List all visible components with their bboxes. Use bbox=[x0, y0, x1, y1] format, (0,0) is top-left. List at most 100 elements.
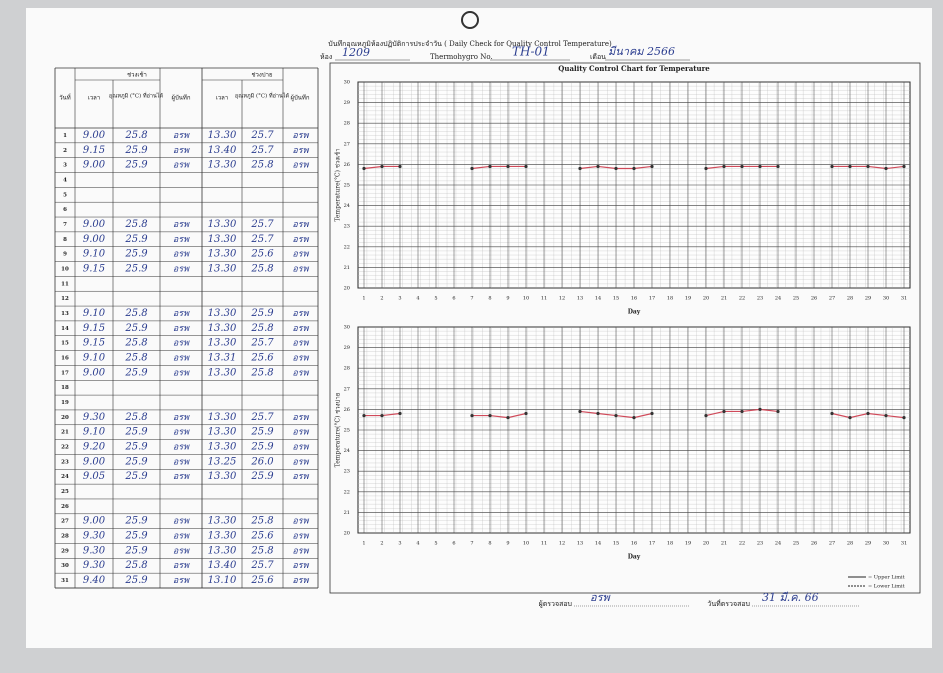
day-number: 4 bbox=[63, 177, 67, 183]
day-number: 12 bbox=[61, 296, 69, 302]
entry: 9.30 bbox=[83, 545, 106, 556]
x-tick-label: 26 bbox=[811, 541, 817, 547]
recorder-header: ผู้บันทึก bbox=[171, 95, 190, 102]
x-tick-label: 19 bbox=[685, 296, 691, 302]
x-tick-label: 6 bbox=[452, 541, 455, 547]
thermo-label: Thermohygro No. bbox=[430, 53, 493, 61]
x-tick-label: 22 bbox=[739, 541, 745, 547]
entry: 13.30 bbox=[208, 412, 237, 423]
signature: อรพ bbox=[173, 220, 190, 230]
entry: 25.9 bbox=[124, 427, 148, 438]
entry: 25.9 bbox=[124, 575, 148, 586]
entry: 9.10 bbox=[83, 353, 106, 364]
y-tick-label: 20 bbox=[344, 286, 350, 292]
x-tick-label: 2 bbox=[380, 541, 383, 547]
day-number: 15 bbox=[61, 341, 69, 347]
entry: 26.0 bbox=[250, 456, 274, 467]
signature: อรพ bbox=[292, 532, 309, 542]
signature: อรพ bbox=[173, 368, 190, 378]
entry: 25.8 bbox=[250, 323, 273, 334]
day-number: 23 bbox=[61, 459, 69, 465]
entry: 25.8 bbox=[250, 545, 273, 556]
checker-label: ผู้ตรวจสอบ bbox=[539, 600, 572, 608]
entry: 25.9 bbox=[250, 427, 274, 438]
temperature-point bbox=[650, 412, 653, 415]
entry: 25.8 bbox=[250, 160, 273, 171]
entry: 9.00 bbox=[83, 234, 106, 245]
x-tick-label: 21 bbox=[721, 296, 727, 302]
x-tick-label: 31 bbox=[901, 296, 907, 302]
y-tick-label: 26 bbox=[344, 162, 350, 168]
x-tick-label: 22 bbox=[739, 296, 745, 302]
chart-title: Quality Control Chart for Temperature bbox=[558, 64, 710, 73]
time-header: เวลา bbox=[216, 95, 228, 102]
y-tick-label: 20 bbox=[344, 531, 350, 537]
y-tick-label: 26 bbox=[344, 407, 350, 413]
entry: 9.00 bbox=[83, 160, 106, 171]
entry: 13.30 bbox=[208, 263, 237, 274]
temp-header: อุณหภูมิ (°C) ที่อ่านได้ bbox=[109, 92, 164, 100]
signature: อรพ bbox=[173, 517, 190, 527]
entry: 25.9 bbox=[250, 442, 274, 453]
temperature-point bbox=[578, 167, 581, 170]
entry: 9.00 bbox=[83, 516, 106, 527]
temperature-point bbox=[902, 416, 905, 419]
day-number: 5 bbox=[63, 192, 67, 198]
x-tick-label: 16 bbox=[631, 296, 637, 302]
x-tick-label: 3 bbox=[398, 541, 401, 547]
temperature-point bbox=[776, 165, 779, 168]
entry: 25.7 bbox=[250, 145, 274, 156]
temperature-point bbox=[758, 408, 761, 411]
entry: 25.7 bbox=[250, 412, 274, 423]
temperature-point bbox=[830, 165, 833, 168]
signature: อรพ bbox=[292, 561, 309, 571]
x-tick-label: 11 bbox=[541, 296, 547, 302]
x-tick-label: 28 bbox=[847, 296, 853, 302]
y-tick-label: 24 bbox=[344, 448, 350, 454]
entry: 25.7 bbox=[250, 219, 274, 230]
x-tick-label: 29 bbox=[865, 296, 871, 302]
date-label: วันที่ตรวจสอบ bbox=[707, 599, 750, 608]
x-tick-label: 13 bbox=[577, 541, 583, 547]
temperature-point bbox=[596, 412, 599, 415]
entry: 13.30 bbox=[208, 249, 237, 260]
document: บันทึกอุณหภูมิห้องปฏิบัติการประจำวัน ( D… bbox=[0, 0, 943, 673]
x-axis-label: Day bbox=[628, 309, 641, 316]
signature: อรพ bbox=[173, 457, 190, 467]
y-tick-label: 25 bbox=[344, 428, 350, 434]
temperature-point bbox=[650, 165, 653, 168]
signature: อรพ bbox=[292, 413, 309, 423]
page: บันทึกอุณหภูมิห้องปฏิบัติการประจำวัน ( D… bbox=[0, 0, 943, 673]
x-tick-label: 13 bbox=[577, 296, 583, 302]
signature: อรพ bbox=[292, 354, 309, 364]
entry: 25.9 bbox=[124, 516, 148, 527]
day-number: 1 bbox=[63, 133, 67, 139]
day-number: 17 bbox=[61, 370, 69, 376]
signature: อรพ bbox=[292, 264, 309, 274]
signature: อรพ bbox=[173, 532, 190, 542]
x-tick-label: 10 bbox=[523, 541, 529, 547]
afternoon-header: ช่วงบ่าย bbox=[251, 72, 272, 79]
x-tick-label: 14 bbox=[595, 541, 601, 547]
temperature-point bbox=[722, 165, 725, 168]
temperature-point bbox=[740, 165, 743, 168]
x-tick-label: 16 bbox=[631, 541, 637, 547]
x-tick-label: 2 bbox=[380, 296, 383, 302]
entry: 9.15 bbox=[83, 323, 105, 334]
entry: 25.9 bbox=[124, 367, 148, 378]
x-tick-label: 20 bbox=[703, 296, 709, 302]
entry: 13.30 bbox=[208, 471, 237, 482]
y-tick-label: 24 bbox=[344, 203, 350, 209]
morning-header: ช่วงเช้า bbox=[127, 72, 147, 79]
x-tick-label: 14 bbox=[595, 296, 601, 302]
entry: 13.30 bbox=[208, 367, 237, 378]
temperature-point bbox=[470, 167, 473, 170]
x-tick-label: 9 bbox=[506, 296, 509, 302]
entry: 9.15 bbox=[83, 263, 105, 274]
thermo: TH-01 bbox=[512, 45, 550, 59]
upper-legend: = Upper Limit bbox=[868, 575, 905, 581]
entry: 9.40 bbox=[83, 575, 106, 586]
day-number: 30 bbox=[61, 563, 69, 569]
entry: 9.30 bbox=[83, 412, 106, 423]
x-tick-label: 18 bbox=[667, 296, 673, 302]
